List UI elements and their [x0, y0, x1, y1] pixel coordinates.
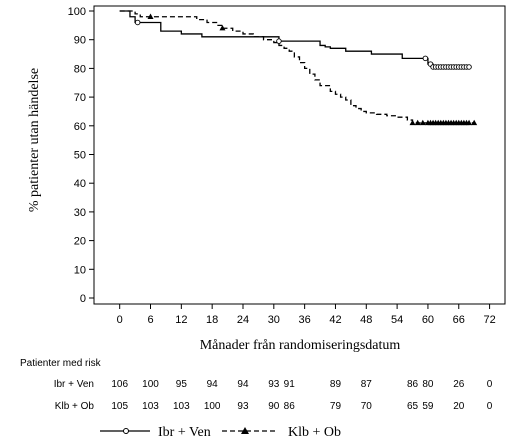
risk-value-ibr-ven: 87 [361, 379, 373, 390]
censor-mark-klb-ob [414, 119, 421, 126]
y-tick-label: 40 [74, 178, 86, 190]
risk-value-ibr-ven: 91 [284, 379, 296, 390]
censor-mark-ibr-ven [422, 55, 429, 62]
y-axis-label: % patienter utan händelse [27, 68, 42, 212]
risk-value-klb-ob: 70 [361, 401, 373, 412]
censor-mark-ibr-ven [276, 38, 282, 44]
x-tick-label: 42 [329, 314, 341, 326]
risk-value-ibr-ven: 0 [487, 379, 493, 390]
risk-value-ibr-ven: 100 [142, 379, 159, 390]
risk-value-klb-ob: 100 [204, 401, 221, 412]
risk-value-ibr-ven: 80 [422, 379, 434, 390]
risk-value-ibr-ven: 86 [407, 379, 419, 390]
censor-mark-klb-ob [147, 13, 154, 19]
legend: Ibr + Ven Klb + Ob [100, 425, 341, 440]
risk-table: Ibr + Ven 106 100 95 94 94 93 91 89 87 86 80 26 0Klb … [54, 379, 493, 412]
x-tick-label: 54 [391, 314, 403, 326]
y-tick-label: 20 [74, 236, 86, 248]
y-tick-label: 10 [74, 264, 86, 276]
risk-value-ibr-ven: 95 [176, 379, 188, 390]
x-tick-label: 36 [299, 314, 311, 326]
axes: 0 10 20 30 40 50 60 70 80 90 100 0 6 12 18 24 30 36 42 48 54… [68, 5, 506, 326]
risk-table-title: Patienter med risk [20, 358, 102, 369]
censor-mark-klb-ob [409, 119, 416, 126]
risk-value-klb-ob: 65 [407, 401, 419, 412]
x-tick-label: 12 [175, 314, 187, 326]
y-tick-label: 50 [74, 150, 86, 162]
risk-value-klb-ob: 79 [330, 401, 342, 412]
x-axis-label: Månader från randomiseringsdatum [200, 338, 401, 353]
x-tick-label: 66 [453, 314, 465, 326]
x-tick-label: 30 [268, 314, 280, 326]
risk-value-klb-ob: 20 [453, 401, 465, 412]
risk-value-ibr-ven: 94 [237, 379, 249, 390]
x-tick-label: 6 [147, 314, 153, 326]
risk-value-ibr-ven: 94 [207, 379, 219, 390]
legend-marker-klb-ob [241, 427, 249, 434]
legend-marker-ibr-ven [123, 428, 129, 434]
risk-value-ibr-ven: 89 [330, 379, 342, 390]
risk-row-label-ibr-ven: Ibr + Ven [54, 379, 94, 390]
censor-mark-klb-ob [466, 119, 473, 126]
risk-value-klb-ob: 86 [284, 401, 296, 412]
y-tick-label: 70 [74, 92, 86, 104]
risk-value-klb-ob: 0 [487, 401, 493, 412]
risk-row-label-klb-ob: Klb + Ob [55, 401, 95, 412]
x-tick-label: 24 [237, 314, 249, 326]
censor-mark-ibr-ven [134, 19, 141, 26]
x-tick-label: 0 [117, 314, 123, 326]
y-tick-label: 100 [68, 6, 86, 18]
x-tick-label: 72 [483, 314, 495, 326]
y-tick-label: 90 [74, 35, 86, 47]
y-tick-label: 80 [74, 63, 86, 75]
risk-value-klb-ob: 90 [268, 401, 280, 412]
censor-mark-klb-ob [419, 119, 426, 126]
legend-label-klb-ob: Klb + Ob [288, 425, 341, 440]
y-tick-label: 60 [74, 121, 86, 133]
risk-value-ibr-ven: 93 [268, 379, 280, 390]
risk-value-klb-ob: 105 [111, 401, 128, 412]
series-line-klb-ob [119, 10, 475, 124]
risk-value-ibr-ven: 106 [111, 379, 128, 390]
legend-label-ibr-ven: Ibr + Ven [158, 425, 211, 440]
y-tick-label: 0 [80, 293, 86, 305]
risk-value-klb-ob: 93 [237, 401, 249, 412]
series-line-ibr-ven [119, 10, 470, 68]
plot-frame [93, 5, 506, 305]
risk-value-klb-ob: 103 [142, 401, 159, 412]
censor-mark-klb-ob [219, 25, 226, 31]
x-tick-label: 48 [360, 314, 372, 326]
risk-value-ibr-ven: 26 [453, 379, 465, 390]
censor-mark-ibr-ven [466, 64, 472, 70]
y-tick-label: 30 [74, 207, 86, 219]
series-layer [119, 10, 478, 126]
x-tick-label: 18 [206, 314, 218, 326]
risk-value-klb-ob: 103 [173, 401, 190, 412]
x-tick-label: 60 [422, 314, 434, 326]
risk-value-klb-ob: 59 [422, 401, 434, 412]
censor-mark-klb-ob [471, 119, 478, 126]
